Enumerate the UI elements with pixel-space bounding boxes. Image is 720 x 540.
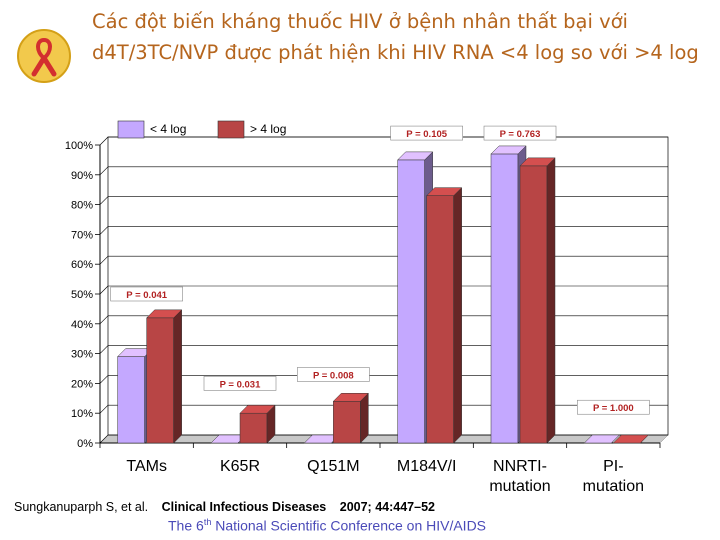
- red-ribbon-logo-icon: [17, 29, 71, 83]
- y-tick-label: 20%: [71, 378, 93, 390]
- y-tick-label: 80%: [71, 200, 93, 212]
- gridline-side: [99, 375, 109, 384]
- p-value-box: [390, 125, 463, 141]
- bar-top: [146, 309, 183, 319]
- p-value-annotation: P = 1.000: [577, 399, 650, 415]
- gridline-side: [99, 255, 109, 265]
- y-tick-label: 0%: [77, 438, 93, 450]
- p-value-text: P = 0.041: [126, 290, 167, 301]
- x-category-label: mutation: [489, 478, 550, 495]
- p-value-annotation: P = 0.008: [297, 367, 370, 382]
- p-value-box: [483, 125, 557, 141]
- citation-journal: Clinical Infectious Diseases: [161, 500, 327, 514]
- bar-top: [397, 151, 434, 161]
- p-value-text: P = 0.031: [220, 379, 261, 390]
- x-category-label: TAMs: [126, 458, 167, 475]
- gridline-side: [99, 166, 109, 176]
- conference-footer: The 6th National Scientific Conference o…: [168, 517, 486, 534]
- x-category-label: mutation: [583, 478, 644, 495]
- footer-post: National Scientific Conference on HIV/AI…: [211, 517, 487, 534]
- bar-top: [239, 404, 276, 414]
- gridline-side: [99, 226, 109, 235]
- bar-top: [332, 393, 369, 402]
- x-category-label: PI-: [603, 458, 623, 475]
- gridline-side: [99, 315, 109, 325]
- p-value-box: [110, 286, 183, 302]
- bar-top: [426, 187, 463, 196]
- gridline-side: [99, 434, 109, 444]
- bar-high: [519, 165, 548, 444]
- footer-pre: The 6: [168, 517, 204, 534]
- bar-side: [546, 157, 556, 444]
- p-value-text: P = 0.105: [406, 129, 447, 140]
- citation-ref: 2007; 44:447–52: [339, 500, 435, 514]
- y-tick-label: 40%: [71, 319, 93, 331]
- bar-high: [333, 401, 361, 444]
- x-category-label: NNRTI-: [493, 458, 547, 475]
- x-category-label: K65R: [220, 458, 260, 475]
- bar-high: [146, 317, 174, 444]
- bar-side: [173, 309, 182, 444]
- p-value-annotation: P = 0.041: [110, 286, 183, 302]
- legend-swatch-high: [217, 120, 245, 139]
- chart-floor: [99, 434, 669, 444]
- bar-low: [117, 356, 145, 444]
- gridline-side: [99, 345, 109, 354]
- y-tick-label: 30%: [71, 349, 93, 361]
- bar-top: [583, 434, 620, 444]
- bar-side: [360, 392, 369, 444]
- bar-top: [490, 145, 527, 155]
- bar-top: [519, 157, 556, 167]
- y-tick-label: 10%: [71, 408, 93, 420]
- p-value-annotation: P = 0.031: [203, 376, 277, 391]
- y-tick-label: 50%: [71, 289, 93, 301]
- bar-side: [453, 187, 462, 444]
- p-value-box: [297, 367, 370, 382]
- footer-sup: th: [203, 517, 212, 527]
- citation-author: Sungkanuparph S, et al.: [14, 500, 149, 514]
- slide-title: Các đột biến kháng thuốc HIV ở bệnh nhân…: [92, 10, 699, 64]
- p-value-text: P = 0.763: [500, 129, 541, 140]
- y-tick-label: 60%: [71, 259, 93, 271]
- y-tick-label: 70%: [71, 229, 93, 241]
- bar-low: [397, 159, 425, 444]
- p-value-box: [203, 376, 277, 391]
- bar-high: [239, 412, 268, 444]
- p-value-annotation: P = 0.105: [390, 125, 463, 141]
- p-value-text: P = 0.008: [313, 370, 354, 381]
- legend-label-low: < 4 log: [150, 122, 186, 136]
- p-value-box: [577, 399, 650, 415]
- citation: Sungkanuparph S, et al. Clinical Infecti…: [14, 500, 435, 514]
- legend-label-high: > 4 log: [250, 122, 286, 136]
- p-value-annotation: P = 0.763: [483, 125, 557, 141]
- gridline-side: [99, 196, 109, 205]
- x-category-label: M184V/I: [397, 458, 457, 475]
- bar-high: [426, 195, 454, 444]
- y-tick-label: 90%: [71, 170, 93, 182]
- x-category-label: Q151M: [307, 458, 359, 475]
- gridline-side: [99, 404, 109, 414]
- bar-top: [612, 434, 649, 444]
- legend-swatch-low: [117, 120, 145, 139]
- gridline-side: [99, 285, 109, 295]
- p-value-text: P = 1.000: [593, 403, 634, 414]
- bar-low: [490, 153, 519, 444]
- y-tick-label: 100%: [65, 140, 93, 152]
- gridline-side: [99, 136, 109, 146]
